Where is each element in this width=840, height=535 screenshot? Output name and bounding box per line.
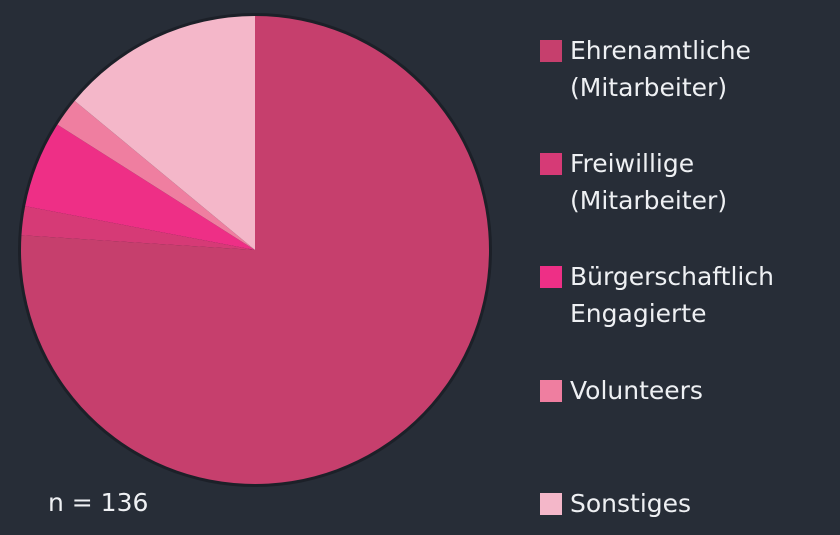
legend-label: Ehrenamtliche (Mitarbeiter) xyxy=(570,36,751,102)
legend-swatch xyxy=(540,493,562,515)
legend-label: Sonstiges xyxy=(570,489,692,518)
legend-swatch xyxy=(540,380,562,402)
legend-label: Freiwillige (Mitarbeiter) xyxy=(570,149,728,215)
legend-item: Bürgerschaftlich Engagierte xyxy=(540,258,840,332)
legend-item: Ehrenamtliche (Mitarbeiter) xyxy=(540,32,840,106)
legend-swatch xyxy=(540,153,562,175)
pie-slice xyxy=(25,124,256,250)
pie-area xyxy=(18,13,492,487)
legend-swatch xyxy=(540,40,562,62)
legend-item: Volunteers xyxy=(540,372,840,409)
pie-slice xyxy=(21,206,255,250)
legend-item: Sonstiges xyxy=(540,485,840,522)
legend-item: Freiwillige (Mitarbeiter) xyxy=(540,145,840,219)
sample-size-note: n = 136 xyxy=(48,488,149,517)
legend-swatch xyxy=(540,266,562,288)
pie-slice xyxy=(57,100,256,250)
legend-label: Volunteers xyxy=(570,376,703,405)
legend-label: Bürgerschaftlich Engagierte xyxy=(570,262,774,328)
pie-slice xyxy=(74,16,256,250)
